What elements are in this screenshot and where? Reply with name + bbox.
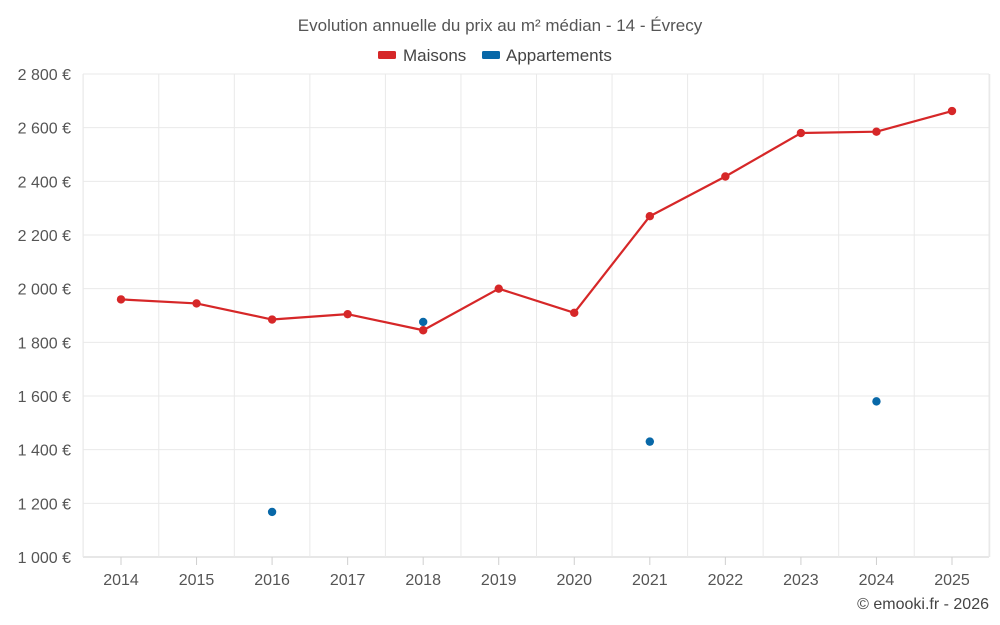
- data-point: [645, 437, 655, 446]
- data-point: [267, 507, 277, 517]
- chart-title: Evolution annuelle du prix au m² médian …: [298, 16, 703, 35]
- x-tick-label: 2023: [783, 572, 819, 589]
- series-appartements: [267, 317, 881, 517]
- data-point: [418, 326, 428, 335]
- data-point: [872, 127, 881, 136]
- data-point: [947, 106, 957, 116]
- data-point: [343, 309, 352, 319]
- y-tick-label: 1 400 €: [18, 443, 71, 460]
- data-point: [418, 317, 428, 327]
- series-maisons: [116, 106, 957, 335]
- legend-label: Maisons: [403, 46, 466, 65]
- series-group: [116, 106, 957, 517]
- x-tick-label: 2021: [632, 572, 668, 589]
- y-tick-label: 1 600 €: [18, 389, 71, 406]
- x-axis: 2014 2015 2016 2017 2018 2019 2020 2021 2022 2023…: [103, 557, 970, 589]
- chart-legend: Maisons Appartements: [378, 46, 612, 65]
- data-point: [645, 212, 655, 221]
- data-point: [796, 128, 806, 138]
- data-point: [494, 284, 503, 293]
- y-tick-label: 2 800 €: [18, 67, 71, 84]
- y-tick-label: 1 000 €: [18, 550, 71, 567]
- y-tick-label: 1 800 €: [18, 335, 71, 352]
- x-tick-label: 2025: [934, 572, 970, 589]
- x-tick-label: 2018: [405, 572, 441, 589]
- x-tick-label: 2024: [859, 572, 895, 589]
- legend-swatch: [482, 51, 500, 59]
- y-tick-label: 2 600 €: [18, 121, 71, 138]
- y-tick-label: 2 000 €: [18, 282, 71, 299]
- series-line-maisons: [120, 109, 953, 332]
- x-tick-label: 2015: [179, 572, 215, 589]
- y-tick-label: 2 200 €: [18, 228, 71, 245]
- grid-lines: [82, 73, 991, 558]
- x-tick-label: 2019: [481, 572, 517, 589]
- y-axis: 1 000 € 1 200 € 1 400 € 1 600 € 1 800 € 2 000…: [18, 67, 71, 567]
- legend-label: Appartements: [506, 46, 612, 65]
- data-point: [570, 308, 579, 318]
- credit-text: © emooki.fr - 2026: [857, 596, 989, 613]
- data-point: [192, 299, 201, 308]
- data-point: [267, 315, 277, 324]
- x-tick-label: 2014: [103, 572, 139, 589]
- x-tick-label: 2016: [254, 572, 290, 589]
- data-point: [721, 172, 730, 181]
- y-tick-label: 1 200 €: [18, 496, 71, 513]
- x-tick-label: 2022: [708, 572, 744, 589]
- x-tick-label: 2017: [330, 572, 366, 589]
- data-point: [872, 397, 881, 406]
- legend-swatch: [378, 51, 396, 59]
- data-point: [116, 295, 126, 304]
- x-tick-label: 2020: [556, 572, 592, 589]
- y-tick-label: 2 400 €: [18, 174, 71, 191]
